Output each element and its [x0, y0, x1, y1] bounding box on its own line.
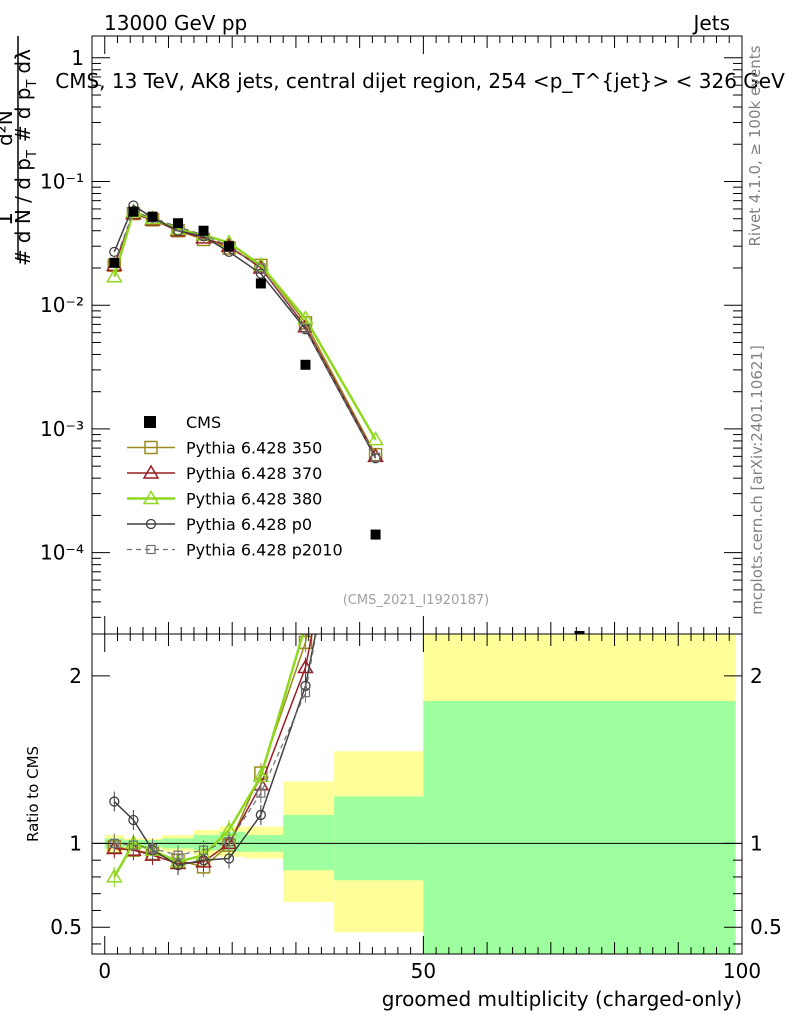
- cms-data-point: [198, 225, 209, 236]
- ratio-data-point: [144, 846, 161, 861]
- ratio-data-point: [109, 796, 120, 807]
- legend-label: Pythia 6.428 p0: [186, 515, 312, 534]
- ratio-y-tick-label-right: 2: [750, 664, 763, 688]
- band-inner: [283, 814, 335, 871]
- cms-data-point: [147, 211, 158, 222]
- ratio-y-tick-label-left: 0.5: [50, 915, 82, 939]
- top-y-tick-label: 10⁻⁴: [40, 541, 84, 565]
- ratio-data-point: [109, 838, 119, 849]
- x-tick-label: 50: [411, 959, 436, 983]
- x-axis-title: groomed multiplicity (charged-only): [382, 987, 742, 1011]
- top-ticks: [92, 36, 743, 634]
- ratio-data-point: [252, 767, 270, 783]
- top-data-point: [256, 263, 266, 273]
- legend: CMS Pythia 6.428 350 Pythia 6.428 370 Pythi…: [127, 413, 343, 560]
- ratio-uncertainty-bands: [104, 634, 736, 954]
- ratio-y-tick-label-right: 0.5: [750, 915, 782, 939]
- ratio-data-point: [173, 850, 183, 860]
- ratio-data-point: [105, 868, 123, 883]
- chart-watermark: (CMS_2021_I1920187): [343, 593, 490, 608]
- legend-label: Pythia 6.428 350: [186, 439, 322, 458]
- top-data-point: [370, 452, 381, 462]
- legend-label: Pythia 6.428 370: [186, 464, 322, 483]
- top-y-tick-label: 10⁻³: [40, 417, 84, 441]
- top-series-line: [113, 204, 377, 459]
- ratio-data-point: [128, 840, 139, 850]
- band-inner: [423, 701, 736, 954]
- legend-label: Pythia 6.428 380: [186, 490, 322, 509]
- legend-marker: [146, 544, 156, 555]
- top-y-tick-label: 10⁻¹: [40, 170, 84, 194]
- x-tick-label: 100: [723, 959, 761, 983]
- rivet-version-text: Rivet 4.1.0, ≥ 100k events: [746, 45, 764, 246]
- cms-data-point: [109, 257, 120, 268]
- ratio-data-point: [198, 845, 209, 855]
- top-data-point: [300, 323, 311, 333]
- y-title-text: #d N / d pT#d pTdλ: [11, 49, 40, 266]
- top-data-point: [297, 310, 314, 325]
- y-title-numerator-d2n: d²N: [0, 110, 17, 146]
- ratio-series-group: [109, 634, 317, 866]
- legend-label: CMS: [186, 413, 221, 432]
- legend-marker-cms: [144, 416, 156, 428]
- top-y-tick-label: 1: [71, 46, 84, 70]
- ratio-ticks: [92, 634, 743, 954]
- legend-marker: [142, 464, 160, 479]
- ratio-y-tick-label-left: 1: [69, 831, 82, 855]
- cms-data-point: [128, 206, 139, 217]
- cms-data-point: [224, 241, 235, 252]
- header-right: Jets: [692, 11, 730, 35]
- ratio-data-point: [128, 814, 139, 826]
- top-y-tick-labels: 10⁻⁴ 10⁻³ 10⁻² 10⁻¹ 1: [40, 46, 84, 565]
- header-left: 13000 GeV pp: [104, 11, 247, 35]
- top-series-layer: [105, 200, 585, 637]
- ratio-y-tick-label-right: 1: [750, 831, 763, 855]
- ratio-data-point: [224, 837, 234, 847]
- cms-data-point: [255, 278, 266, 289]
- x-tick-labels: 0 50 100: [98, 959, 761, 983]
- ratio-y-axis-title: Ratio to CMS: [24, 746, 42, 842]
- ratio-data-point: [300, 688, 311, 698]
- top-data-point: [367, 431, 384, 446]
- cms-data-point: [300, 359, 311, 370]
- mcplots-credit-text: mcplots.cern.ch [arXiv:2401.10621]: [748, 345, 766, 615]
- chart-title: CMS, 13 TeV, AK8 jets, central dijet reg…: [55, 69, 785, 93]
- ratio-data-point: [223, 853, 235, 864]
- legend-label: Pythia 6.428 p2010: [186, 541, 343, 560]
- ratio-y-tick-label-left: 2: [69, 664, 82, 688]
- ratio-data-point: [255, 809, 267, 821]
- legend-marker: [145, 518, 157, 530]
- ratio-y-tick-labels: 0.5 0.5 1 1 2 2: [50, 664, 782, 939]
- top-y-axis-title: #d N / d pT#d pTdλ 1 d²N: [0, 36, 40, 266]
- legend-marker: [144, 440, 158, 455]
- top-y-tick-label: 10⁻²: [40, 293, 84, 317]
- cms-data-point: [370, 529, 381, 540]
- x-tick-label: 0: [98, 959, 111, 983]
- ratio-series-layer: [105, 634, 317, 887]
- ratio-data-point: [147, 843, 158, 854]
- ratio-panel-frame: [91, 633, 743, 955]
- top-series-line: [113, 210, 377, 441]
- band-inner: [334, 796, 424, 881]
- ratio-data-point: [256, 788, 266, 798]
- legend-marker: [142, 490, 160, 505]
- cms-data-point: [173, 218, 184, 229]
- y-title-numerator-one: 1: [0, 212, 18, 226]
- top-data-point: [105, 268, 123, 283]
